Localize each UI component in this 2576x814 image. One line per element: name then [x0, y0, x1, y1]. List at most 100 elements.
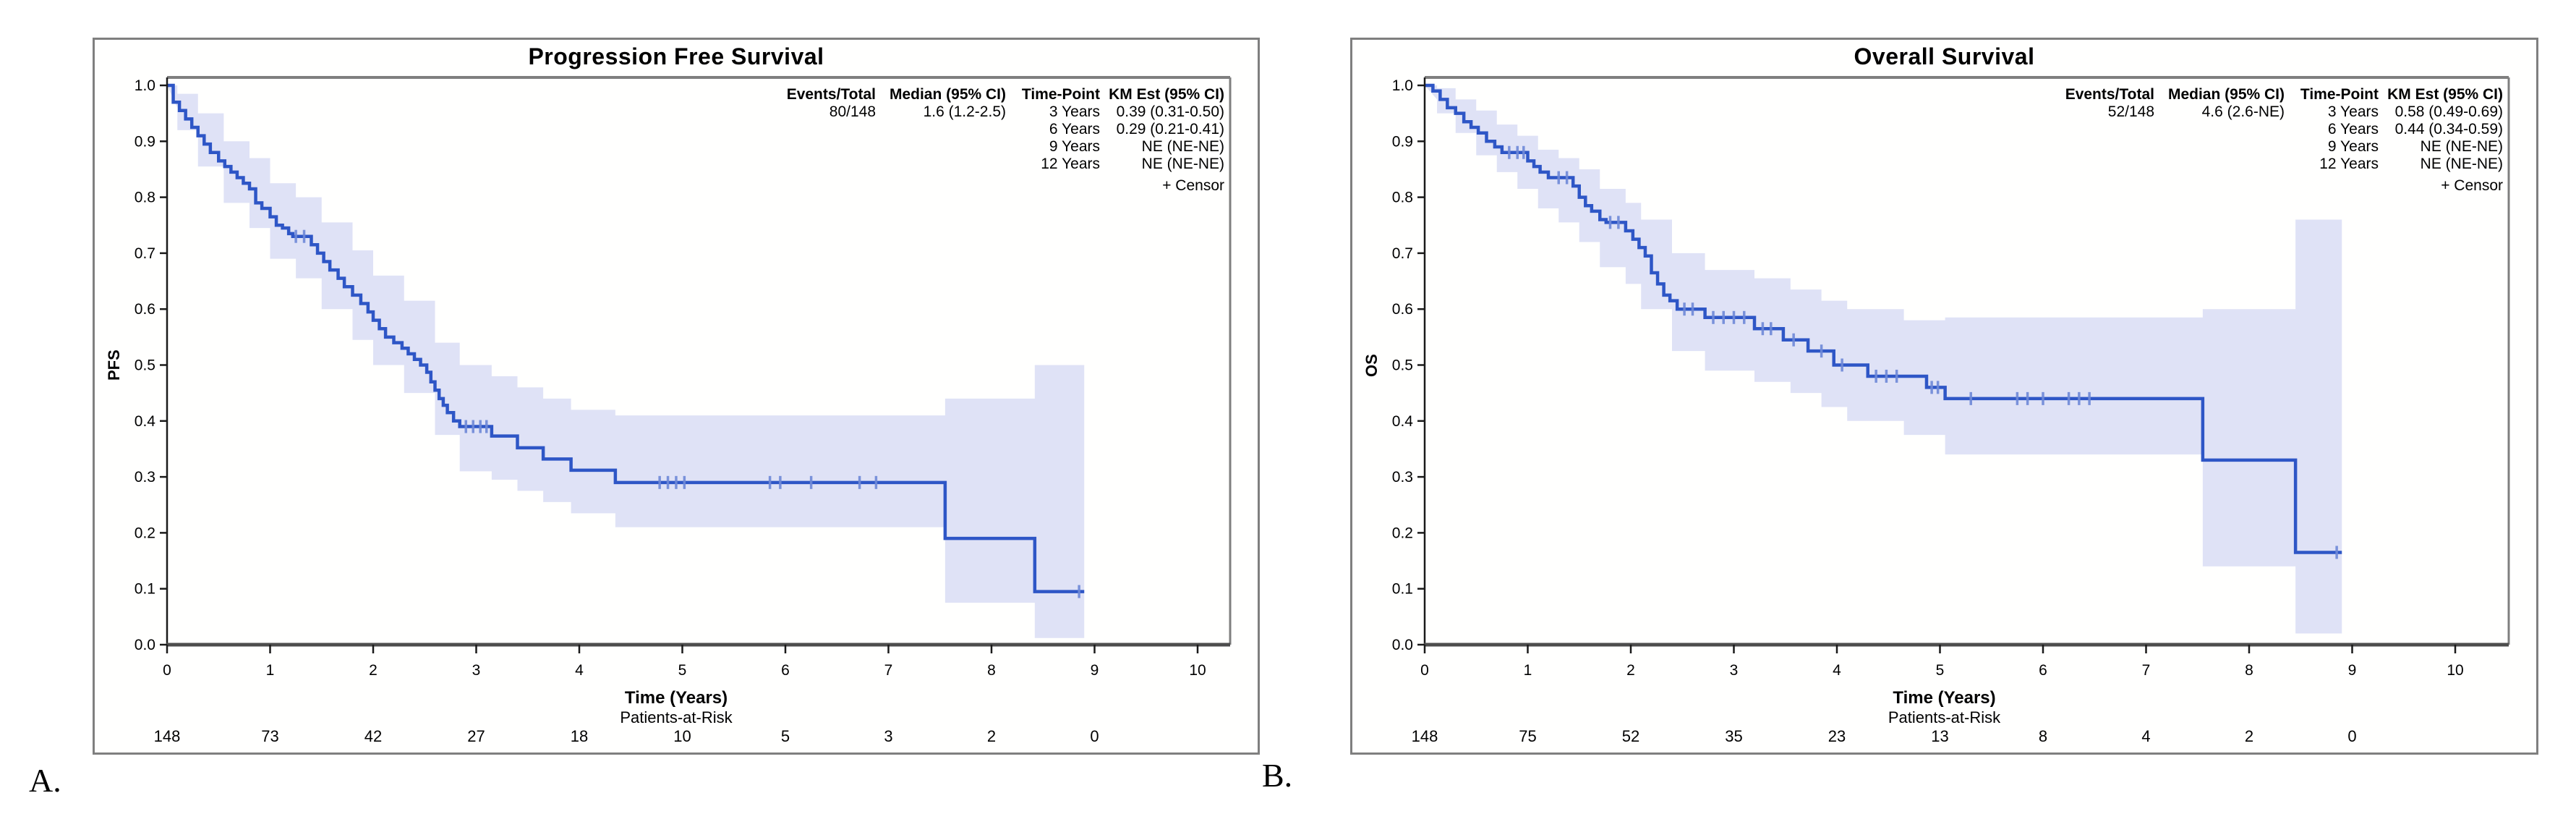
stats-row: 80/148 1.6 (1.2-2.5) 3 Years 0.39 (0.31-…	[753, 103, 1224, 121]
y-tick-label: 0.1	[1392, 581, 1413, 598]
x-tick-label: 6	[781, 662, 790, 679]
at-risk-count: 148	[1412, 727, 1438, 745]
x-tick-label: 3	[1730, 662, 1739, 679]
stats-header-kmest: KM Est (95% CI)	[2387, 86, 2503, 103]
censor-note: + Censor	[1162, 177, 1224, 194]
stats-header-events: Events/Total	[2065, 86, 2154, 103]
at-risk-count: 23	[1828, 727, 1846, 745]
x-tick-label: 1	[1524, 662, 1532, 679]
x-tick-label: 8	[987, 662, 996, 679]
x-tick-label: 10	[2447, 662, 2463, 679]
y-tick-label: 0.0	[1392, 637, 1413, 653]
stats-km-est: 0.39 (0.31-0.50)	[1116, 103, 1224, 120]
x-tick-label: 6	[2039, 662, 2047, 679]
stats-row: 9 Years NE (NE-NE)	[753, 138, 1224, 156]
x-tick-label: 3	[472, 662, 481, 679]
y-tick-label: 0.3	[135, 469, 155, 486]
at-risk-count: 13	[1931, 727, 1948, 745]
y-tick-label: 0.9	[135, 133, 155, 150]
stats-timepoint: 9 Years	[1049, 138, 1100, 155]
x-axis-label: Time (Years)	[1893, 688, 1996, 708]
x-tick-label: 5	[678, 662, 687, 679]
stats-median: 4.6 (2.6-NE)	[2201, 103, 2285, 120]
y-tick-label: 0.9	[1392, 133, 1413, 150]
censor-note: + Censor	[2441, 177, 2503, 194]
stats-timepoint: 6 Years	[2327, 121, 2379, 137]
x-tick-label: 9	[2348, 662, 2357, 679]
stats-km-est: 0.44 (0.34-0.59)	[2394, 121, 2503, 137]
censor-legend: + Censor	[2031, 177, 2503, 195]
x-tick-label: 5	[1936, 662, 1945, 679]
stats-km-est: NE (NE-NE)	[1141, 156, 1224, 172]
stats-table-pfs: Events/Total Median (95% CI) Time-Point …	[753, 86, 1224, 195]
stats-events-total: 80/148	[829, 103, 876, 120]
at-risk-count: 148	[154, 727, 181, 745]
panel-label-a: A.	[29, 762, 61, 799]
stats-timepoint: 6 Years	[1049, 121, 1100, 137]
at-risk-count: 18	[571, 727, 588, 745]
x-tick-label: 0	[163, 662, 171, 679]
panel-pfs: Progression Free Survival 0.0 0.1 0.2 0.3 0.…	[93, 38, 1260, 755]
x-tick-label: 9	[1091, 662, 1099, 679]
at-risk-count: 73	[261, 727, 278, 745]
y-tick-label: 0.7	[135, 245, 155, 262]
stats-row: 12 Years NE (NE-NE)	[2031, 156, 2503, 173]
stats-timepoint: 3 Years	[2327, 103, 2379, 120]
km-curve	[1425, 83, 2342, 554]
x-tick-label: 8	[2245, 662, 2253, 679]
stats-km-est: NE (NE-NE)	[2420, 138, 2503, 155]
stats-row: 9 Years NE (NE-NE)	[2031, 138, 2503, 156]
at-risk-count: 3	[884, 727, 892, 745]
x-axis-label: Time (Years)	[624, 688, 728, 708]
y-tick-label: 1.0	[135, 77, 155, 94]
y-tick-label: 0.7	[1392, 245, 1413, 262]
x-tick-label: 4	[575, 662, 584, 679]
chart-title-os: Overall Survival	[1854, 43, 2035, 69]
x-tick-label: 1	[266, 662, 275, 679]
stats-header-timepoint: Time-Point	[1021, 86, 1100, 103]
stats-table-os: Events/Total Median (95% CI) Time-Point …	[2031, 86, 2503, 195]
stats-header-events: Events/Total	[786, 86, 876, 103]
stats-timepoint: 9 Years	[2327, 138, 2379, 155]
stats-header-median: Median (95% CI)	[2167, 86, 2285, 103]
stats-km-est: NE (NE-NE)	[1141, 138, 1224, 155]
x-tick-label: 2	[1626, 662, 1635, 679]
confidence-band	[167, 85, 1085, 638]
panel-label-b: B.	[1262, 757, 1293, 794]
stats-header-timepoint: Time-Point	[2300, 86, 2379, 103]
km-curve	[167, 83, 1085, 593]
x-tick-label: 4	[1833, 662, 1841, 679]
y-axis-label-os: OS	[1362, 354, 1381, 377]
censor-legend: + Censor	[753, 177, 1224, 195]
y-tick-label: 0.5	[1392, 357, 1413, 374]
y-tick-label: 1.0	[1392, 77, 1413, 94]
stats-km-est: NE (NE-NE)	[2420, 156, 2503, 172]
y-tick-label: 0.3	[1392, 469, 1413, 486]
stats-timepoint: 3 Years	[1049, 103, 1100, 120]
panel-os: Overall Survival 0.0 0.1 0.2 0.3 0.4 0.5 0.6 0.…	[1350, 38, 2538, 755]
y-tick-label: 0.6	[135, 301, 155, 318]
x-tick-label: 2	[369, 662, 378, 679]
at-risk-count: 35	[1725, 727, 1742, 745]
at-risk-count: 52	[1622, 727, 1639, 745]
stats-timepoint: 12 Years	[2319, 156, 2379, 172]
stats-timepoint: 12 Years	[1041, 156, 1100, 172]
x-tick-label: 7	[884, 662, 893, 679]
at-risk-count: 2	[987, 727, 996, 745]
y-tick-label: 0.5	[135, 357, 155, 374]
stats-km-est: 0.29 (0.21-0.41)	[1116, 121, 1224, 137]
at-risk-count: 2	[2245, 727, 2253, 745]
y-tick-label: 0.4	[135, 413, 156, 430]
stats-row: 52/148 4.6 (2.6-NE) 3 Years 0.58 (0.49-0…	[2031, 103, 2503, 121]
km-plot-os: 0.00.10.20.30.40.50.60.70.80.91.00 1 2 3 4 5 6…	[1392, 76, 2510, 745]
y-tick-label: 0.2	[135, 525, 155, 541]
stats-row: 6 Years 0.44 (0.34-0.59)	[2031, 121, 2503, 138]
patients-at-risk-label: Patients-at-Risk	[1888, 708, 2001, 726]
y-tick-label: 0.4	[1392, 413, 1414, 430]
stats-row: 12 Years NE (NE-NE)	[753, 156, 1224, 173]
at-risk-count: 8	[2039, 727, 2047, 745]
stats-events-total: 52/148	[2107, 103, 2154, 120]
at-risk-count: 0	[2347, 727, 2356, 745]
stats-header-row: Events/Total Median (95% CI) Time-Point …	[2031, 86, 2503, 103]
